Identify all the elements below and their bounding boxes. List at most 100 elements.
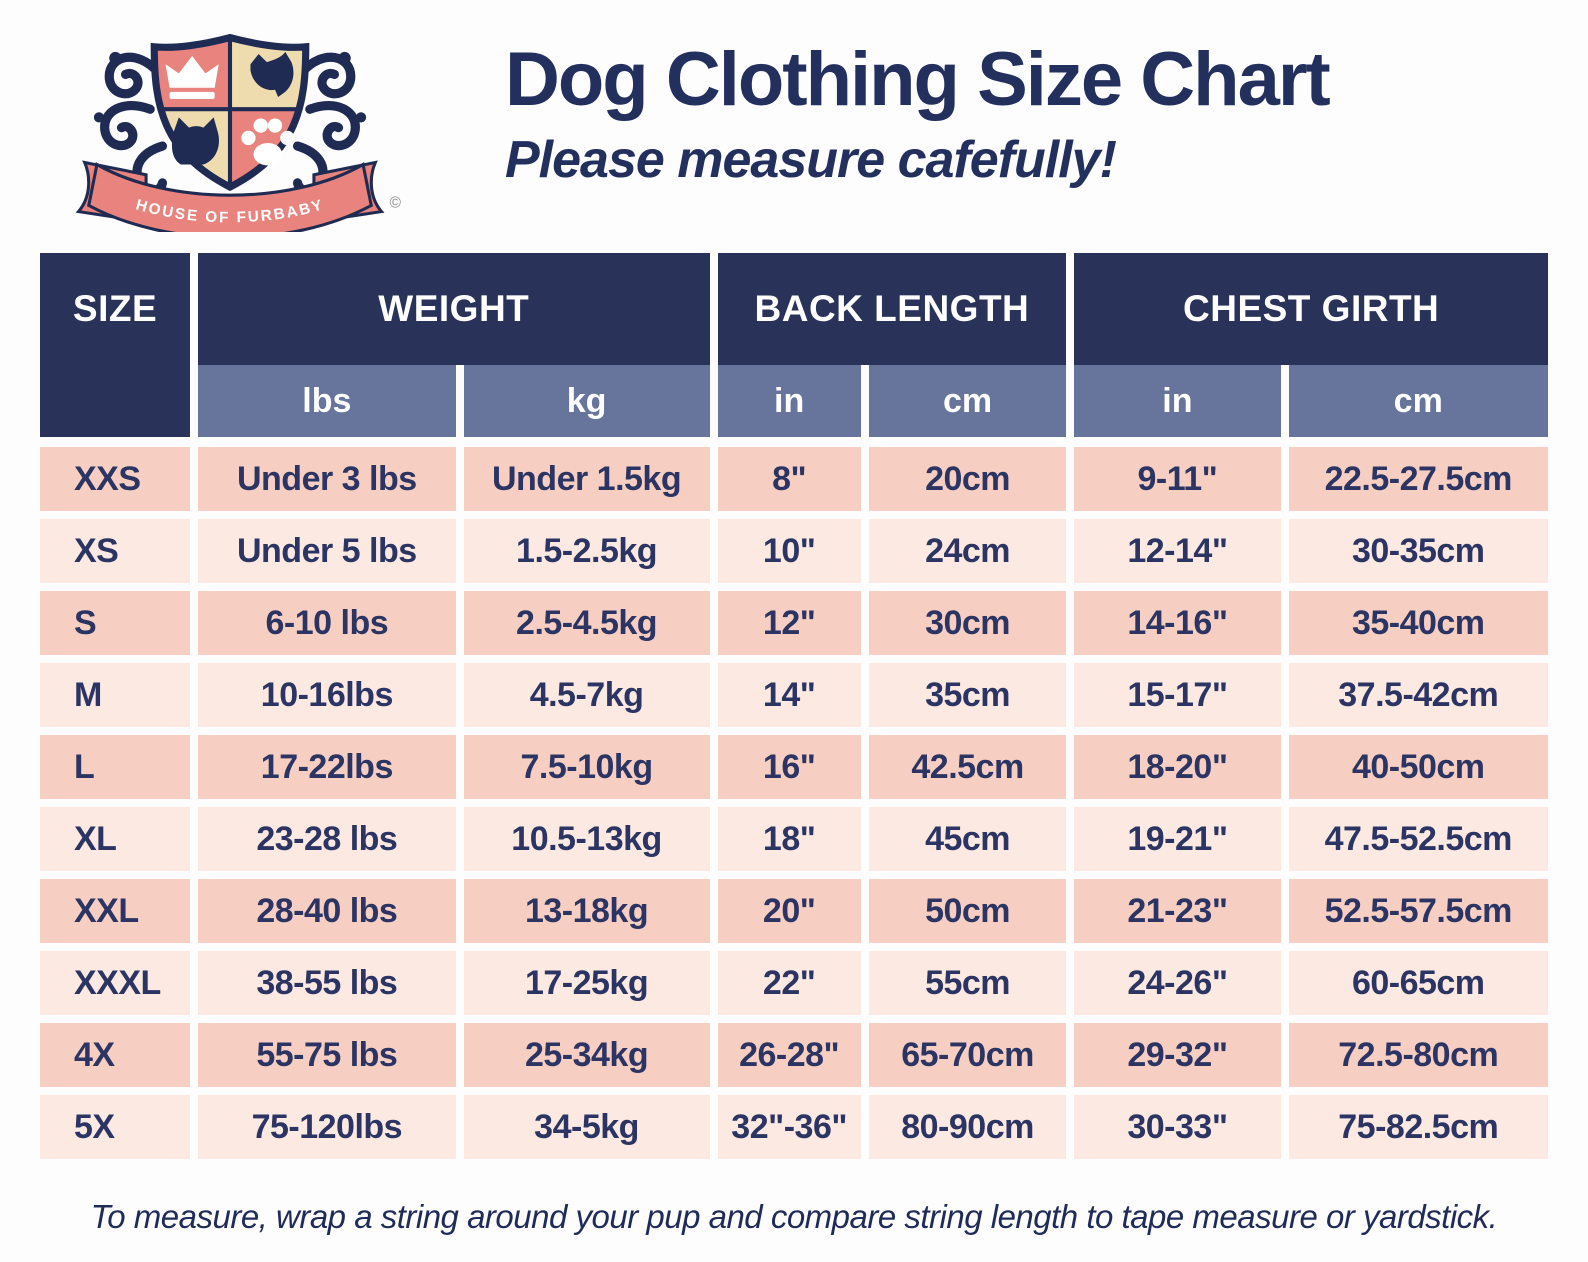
table-header: SIZE WEIGHT BACK LENGTH CHEST GIRTH lbs … [40, 253, 1548, 437]
cell-back-in: 18" [717, 807, 861, 871]
cell-weight-kg: 4.5-7kg [463, 663, 710, 727]
cell-size: L [40, 735, 191, 799]
unit-header-weight-lbs: lbs [198, 365, 456, 437]
cell-back-in: 26-28" [717, 1023, 861, 1087]
cell-back-in: 12" [717, 591, 861, 655]
unit-header-weight-kg: kg [463, 365, 710, 437]
cell-chest-cm: 40-50cm [1288, 735, 1548, 799]
crest-graphic: HOUSE OF FURBABY [75, 33, 402, 240]
cell-chest-cm: 37.5-42cm [1288, 663, 1548, 727]
cell-weight-lbs: 75-120lbs [198, 1095, 456, 1159]
cell-size: 4X [40, 1023, 191, 1087]
cell-chest-cm: 30-35cm [1288, 519, 1548, 583]
cell-chest-cm: 35-40cm [1288, 591, 1548, 655]
table-row-m: M 10-16lbs 4.5-7kg 14" 35cm 15-17" 37.5-… [40, 663, 1548, 727]
cell-chest-cm: 60-65cm [1288, 951, 1548, 1015]
shield [150, 33, 310, 192]
cell-weight-kg: 25-34kg [463, 1023, 710, 1087]
cell-back-cm: 65-70cm [868, 1023, 1067, 1087]
cell-back-in: 20" [717, 879, 861, 943]
dog-icon [250, 51, 294, 97]
table-body: XXS Under 3 lbs Under 1.5kg 8" 20cm 9-11… [40, 447, 1548, 1159]
table-row-s: S 6-10 lbs 2.5-4.5kg 12" 30cm 14-16" 35-… [40, 591, 1548, 655]
cell-size: M [40, 663, 191, 727]
cell-weight-kg: 13-18kg [463, 879, 710, 943]
cell-back-cm: 42.5cm [868, 735, 1067, 799]
table-row-4x: 4X 55-75 lbs 25-34kg 26-28" 65-70cm 29-3… [40, 1023, 1548, 1087]
table-row-xxl: XXL 28-40 lbs 13-18kg 20" 50cm 21-23" 52… [40, 879, 1548, 943]
table-row-xxxl: XXXL 38-55 lbs 17-25kg 22" 55cm 24-26" 6… [40, 951, 1548, 1015]
cell-weight-lbs: 10-16lbs [198, 663, 456, 727]
cell-chest-in: 19-21" [1074, 807, 1281, 871]
cell-chest-cm: 75-82.5cm [1288, 1095, 1548, 1159]
table-row-xl: XL 23-28 lbs 10.5-13kg 18" 45cm 19-21" 4… [40, 807, 1548, 871]
cell-weight-kg: 1.5-2.5kg [463, 519, 710, 583]
cell-weight-kg: Under 1.5kg [463, 447, 710, 511]
cell-weight-lbs: 55-75 lbs [198, 1023, 456, 1087]
column-header-size: SIZE [40, 253, 191, 437]
crown-icon [165, 56, 219, 99]
cell-size: XL [40, 807, 191, 871]
cell-weight-lbs: 6-10 lbs [198, 591, 456, 655]
cell-chest-in: 21-23" [1074, 879, 1281, 943]
cell-chest-in: 15-17" [1074, 663, 1281, 727]
cell-chest-cm: 47.5-52.5cm [1288, 807, 1548, 871]
cell-back-cm: 30cm [868, 591, 1067, 655]
cell-chest-in: 30-33" [1074, 1095, 1281, 1159]
cell-chest-in: 12-14" [1074, 519, 1281, 583]
table-row-5x: 5X 75-120lbs 34-5kg 32"-36" 80-90cm 30-3… [40, 1095, 1548, 1159]
cell-weight-lbs: 28-40 lbs [198, 879, 456, 943]
column-header-weight: WEIGHT [198, 253, 710, 365]
cell-chest-in: 14-16" [1074, 591, 1281, 655]
cell-weight-lbs: 23-28 lbs [198, 807, 456, 871]
cell-weight-kg: 2.5-4.5kg [463, 591, 710, 655]
cell-back-cm: 45cm [868, 807, 1067, 871]
cell-weight-kg: 10.5-13kg [463, 807, 710, 871]
cell-chest-in: 29-32" [1074, 1023, 1281, 1087]
table-row-l: L 17-22lbs 7.5-10kg 16" 42.5cm 18-20" 40… [40, 735, 1548, 799]
unit-header-back-cm: cm [868, 365, 1067, 437]
cell-size: XXS [40, 447, 191, 511]
page-subtitle: Please measure cafefully! [505, 131, 1117, 189]
cell-back-cm: 80-90cm [868, 1095, 1067, 1159]
cell-back-cm: 55cm [868, 951, 1067, 1015]
cell-back-cm: 20cm [868, 447, 1067, 511]
cell-size: 5X [40, 1095, 191, 1159]
cell-back-in: 14" [717, 663, 861, 727]
cell-weight-lbs: 38-55 lbs [198, 951, 456, 1015]
cell-back-in: 32"-36" [717, 1095, 861, 1159]
brand-logo: HOUSE OF FURBABY [56, 10, 404, 240]
unit-header-chest-in: in [1074, 365, 1281, 437]
cell-weight-lbs: Under 5 lbs [198, 519, 456, 583]
cell-back-cm: 35cm [868, 663, 1067, 727]
cell-chest-in: 9-11" [1074, 447, 1281, 511]
cell-size: XXXL [40, 951, 191, 1015]
cell-back-cm: 24cm [868, 519, 1067, 583]
unit-header-back-in: in [717, 365, 861, 437]
table-row-xs: XS Under 5 lbs 1.5-2.5kg 10" 24cm 12-14"… [40, 519, 1548, 583]
unit-header-chest-cm: cm [1288, 365, 1548, 437]
cell-back-in: 16" [717, 735, 861, 799]
cell-back-in: 22" [717, 951, 861, 1015]
cell-weight-kg: 34-5kg [463, 1095, 710, 1159]
cell-weight-lbs: 17-22lbs [198, 735, 456, 799]
cell-size: XXL [40, 879, 191, 943]
cell-chest-cm: 52.5-57.5cm [1288, 879, 1548, 943]
table-row-xxs: XXS Under 3 lbs Under 1.5kg 8" 20cm 9-11… [40, 447, 1548, 511]
title-block: Dog Clothing Size Chart Please measure c… [505, 37, 1331, 190]
size-chart-table: SIZE WEIGHT BACK LENGTH CHEST GIRTH lbs … [40, 253, 1548, 1159]
cell-size: XS [40, 519, 191, 583]
cat-icon [171, 117, 219, 165]
cell-back-in: 8" [717, 447, 861, 511]
page-title: Dog Clothing Size Chart [505, 37, 1331, 122]
measuring-instructions: To measure, wrap a string around your pu… [90, 1198, 1498, 1235]
cell-weight-kg: 17-25kg [463, 951, 710, 1015]
cell-back-cm: 50cm [868, 879, 1067, 943]
cell-chest-cm: 72.5-80cm [1288, 1023, 1548, 1087]
cell-weight-lbs: Under 3 lbs [198, 447, 456, 511]
ribbon-banner: HOUSE OF FURBABY [75, 160, 385, 240]
cell-chest-in: 24-26" [1074, 951, 1281, 1015]
cell-back-in: 10" [717, 519, 861, 583]
cell-chest-cm: 22.5-27.5cm [1288, 447, 1548, 511]
cell-chest-in: 18-20" [1074, 735, 1281, 799]
